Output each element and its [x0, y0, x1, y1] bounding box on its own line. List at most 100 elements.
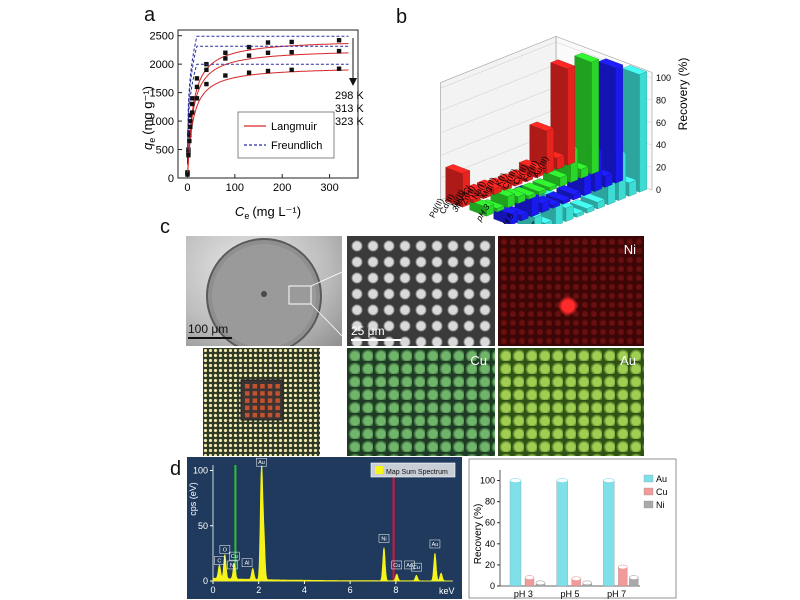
- a-freundlich-fit-2: [187, 63, 349, 165]
- b-bar-top: [550, 59, 576, 70]
- e-y-tick-label: 60: [485, 518, 495, 528]
- cpu-die-pads: [245, 384, 280, 418]
- a-data-point: [188, 118, 193, 124]
- e-bar-cap: [603, 478, 615, 483]
- d-background: [187, 457, 462, 599]
- b-z-tick-label: 100: [656, 73, 671, 83]
- y-title-q: q: [140, 142, 155, 150]
- d-peak-label-box: [241, 558, 253, 567]
- a-data-point: [223, 73, 228, 78]
- d-spectrum: [212, 465, 452, 582]
- cpu-photo: [203, 348, 320, 456]
- legend-freundlich: Freundlich: [271, 140, 322, 152]
- a-y-tick-label: 0: [168, 173, 174, 185]
- scale-label-25um: 25 μm: [351, 324, 385, 338]
- cpu-pad: [252, 412, 258, 418]
- e-bar: [618, 566, 628, 587]
- cpu-pad: [252, 391, 258, 396]
- eds-map-ni: Ni: [498, 236, 644, 346]
- cpu-pad: [260, 391, 265, 396]
- cpu-pad: [275, 405, 280, 411]
- d-peak-label: Cu: [413, 565, 420, 571]
- e-category-label: pH 7: [607, 589, 626, 599]
- b-bar-front: [546, 127, 554, 174]
- cpu-pad: [245, 391, 250, 396]
- a-data-point: [186, 153, 191, 158]
- cpu-die-drawing: [240, 379, 284, 421]
- e-legend-label: Au: [656, 474, 667, 484]
- e-frame: [468, 458, 677, 599]
- b-bar-top: [622, 65, 648, 75]
- d-peak-label-box: [227, 560, 238, 570]
- x-title-unit: (mg L⁻¹): [252, 204, 301, 219]
- d-x-tick-label: 2: [256, 585, 261, 595]
- d-peak-label-box: [229, 551, 240, 561]
- eds-label-cu: Cu: [470, 353, 487, 368]
- e-y-tick-label: 80: [485, 497, 495, 507]
- a-data-point: [204, 81, 209, 87]
- cpu-pad: [260, 405, 265, 411]
- e-bar-cap: [629, 575, 639, 580]
- cpu-pad: [260, 398, 265, 403]
- b-grid-line: [440, 108, 557, 156]
- e-y-tick-label: 100: [480, 476, 495, 486]
- d-peak-label: O: [223, 547, 228, 553]
- d-x-tick-label: 8: [393, 585, 398, 595]
- a-data-point: [194, 84, 200, 90]
- d-peak-label: Ni: [381, 536, 386, 542]
- panel-label-b: b: [396, 6, 408, 28]
- panel-label-d: d: [170, 458, 182, 480]
- chart-e-recovery: 0 20 40 60 80 100 pH 3 pH 5 pH 7 Recovery (%) Au…: [468, 458, 677, 599]
- eds-map-au: Au: [498, 348, 644, 456]
- a-data-point: [265, 68, 271, 74]
- e-bar-cap: [571, 576, 581, 581]
- a-data-point: [190, 101, 195, 107]
- d-legend-swatch: [375, 466, 383, 474]
- a-data-point: [246, 70, 252, 75]
- cpu-pad: [275, 391, 280, 396]
- sem-overview-image: 100 μm: [186, 236, 342, 346]
- d-peak-label-box: [219, 545, 231, 554]
- cpu-pad: [245, 384, 250, 389]
- a-data-point: [265, 50, 271, 55]
- d-peak-label: Ni: [230, 563, 235, 569]
- b-bar-front: [615, 64, 623, 184]
- x-title-sub: e: [244, 211, 249, 220]
- b-bar-top: [445, 164, 471, 174]
- a-data-point: [190, 96, 195, 101]
- cpu-pad: [267, 412, 273, 418]
- b-bar-top: [574, 52, 600, 63]
- a-data-point: [186, 147, 191, 152]
- cpu-pad: [275, 412, 280, 418]
- cpu-pad: [260, 384, 265, 389]
- d-peak-label: Cu: [231, 554, 238, 560]
- d-x-axis-title: keV: [439, 586, 455, 596]
- y-axis-title: qe (mg g⁻¹): [140, 86, 157, 150]
- eds-label-au: Au: [620, 353, 636, 368]
- cpu-pad: [267, 391, 273, 396]
- d-peak-label: C: [217, 559, 221, 565]
- b-bar-top: [545, 191, 571, 202]
- zoom-box: [288, 285, 312, 305]
- scale-bar-line-25: [351, 339, 401, 341]
- a-x-tick-label: 100: [226, 182, 244, 194]
- d-peak-label: Al: [245, 561, 250, 567]
- b-bar-front: [567, 65, 575, 166]
- d-x-tick-label: 0: [210, 585, 215, 595]
- a-langmuir-fit-1: [187, 52, 349, 179]
- eds-label-ni: Ni: [623, 242, 636, 257]
- pad-center-dot: [261, 291, 267, 297]
- a-data-point: [204, 67, 209, 73]
- d-peak-label-box: [214, 556, 225, 565]
- a-x-tick-label: 0: [184, 182, 190, 194]
- b-bar-top: [556, 185, 582, 195]
- scale-label-100um: 100 μm: [188, 322, 229, 336]
- cpu-pad: [267, 405, 273, 411]
- a-data-point: [289, 39, 294, 45]
- a-freundlich-fit-1: [187, 45, 349, 163]
- cpu-pad: [245, 412, 250, 418]
- cpu-pad: [260, 412, 265, 418]
- b-z-tick-label: 80: [656, 95, 666, 105]
- a-data-point: [194, 96, 200, 101]
